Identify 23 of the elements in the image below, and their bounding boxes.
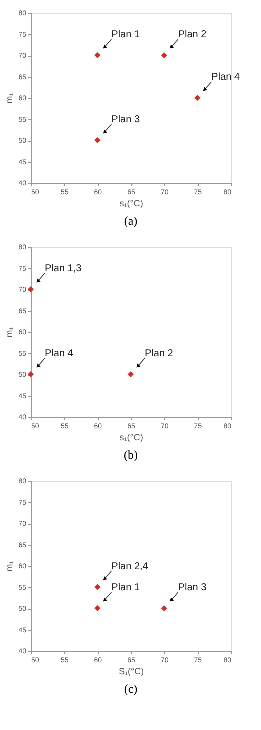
text: (a)	[124, 214, 138, 228]
text: (b)	[124, 448, 138, 462]
annotation: Plan 4	[212, 72, 240, 83]
point	[94, 138, 101, 144]
annotation: Plan 3	[178, 582, 208, 594]
annotation: Plan 2	[178, 30, 208, 40]
x-axis-title: S₁(°C)	[118, 666, 144, 676]
point	[194, 95, 201, 101]
annotation: Plan 4	[45, 348, 74, 360]
annotation: Plan 2,4	[112, 561, 149, 572]
annotation: Plan 2	[145, 348, 174, 360]
x-axis-title: s₁(°C)	[120, 198, 144, 208]
y-axis-title: m₁	[4, 561, 15, 572]
point	[161, 52, 168, 58]
point	[94, 52, 101, 58]
text: (c)	[124, 682, 138, 696]
y-axis-title: m₁	[4, 327, 15, 338]
annotation: Plan 1	[112, 30, 140, 40]
annotation: Plan 1	[112, 582, 140, 594]
annotation: Plan 3	[112, 114, 140, 126]
annotation: Plan 1,3	[45, 264, 82, 274]
x-axis-title: s₁(°C)	[120, 432, 144, 442]
y-axis-title: m₁	[4, 93, 15, 104]
